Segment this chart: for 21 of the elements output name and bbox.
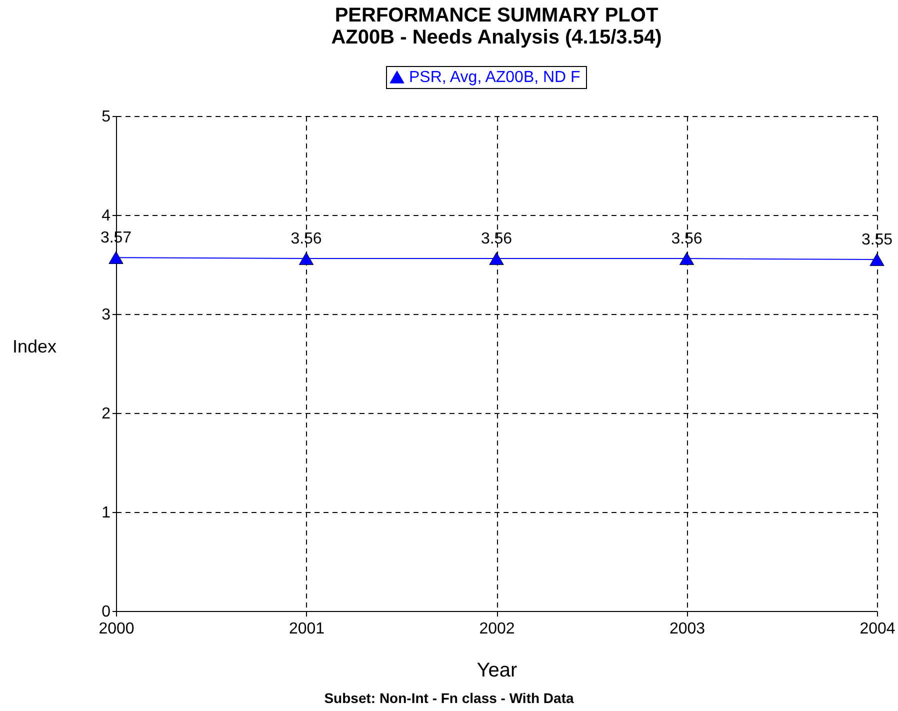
data-label: 3.55	[861, 232, 893, 249]
x-tick-label: 2003	[669, 620, 706, 638]
y-tick-label: 5	[102, 108, 111, 126]
chart-subtitle: AZ00B - Needs Analysis (4.15/3.54)	[331, 26, 662, 48]
y-axis-title: Index	[12, 336, 57, 356]
legend-label: PSR, Avg, AZ00B, ND F	[409, 69, 581, 86]
chart-title: PERFORMANCE SUMMARY PLOT	[334, 4, 658, 26]
y-tick-label: 1	[102, 504, 111, 522]
x-axis-title: Year	[476, 660, 518, 682]
y-tick-label: 4	[102, 208, 111, 224]
data-label: 3.56	[290, 230, 322, 248]
text: Subset: Non-Int - Fn class - With Data	[323, 690, 575, 706]
y-tick-label: 3	[102, 306, 111, 324]
x-tick-label: 2001	[288, 620, 325, 638]
data-label: 3.56	[671, 230, 702, 248]
x-tick-label: 2004	[860, 620, 896, 638]
y-tick-label: 2	[102, 406, 111, 422]
x-tick-label: 2000	[98, 620, 134, 638]
x-tick-label: 2002	[479, 620, 515, 638]
data-label: 3.56	[480, 230, 512, 248]
y-tick-label: 0	[102, 604, 111, 620]
